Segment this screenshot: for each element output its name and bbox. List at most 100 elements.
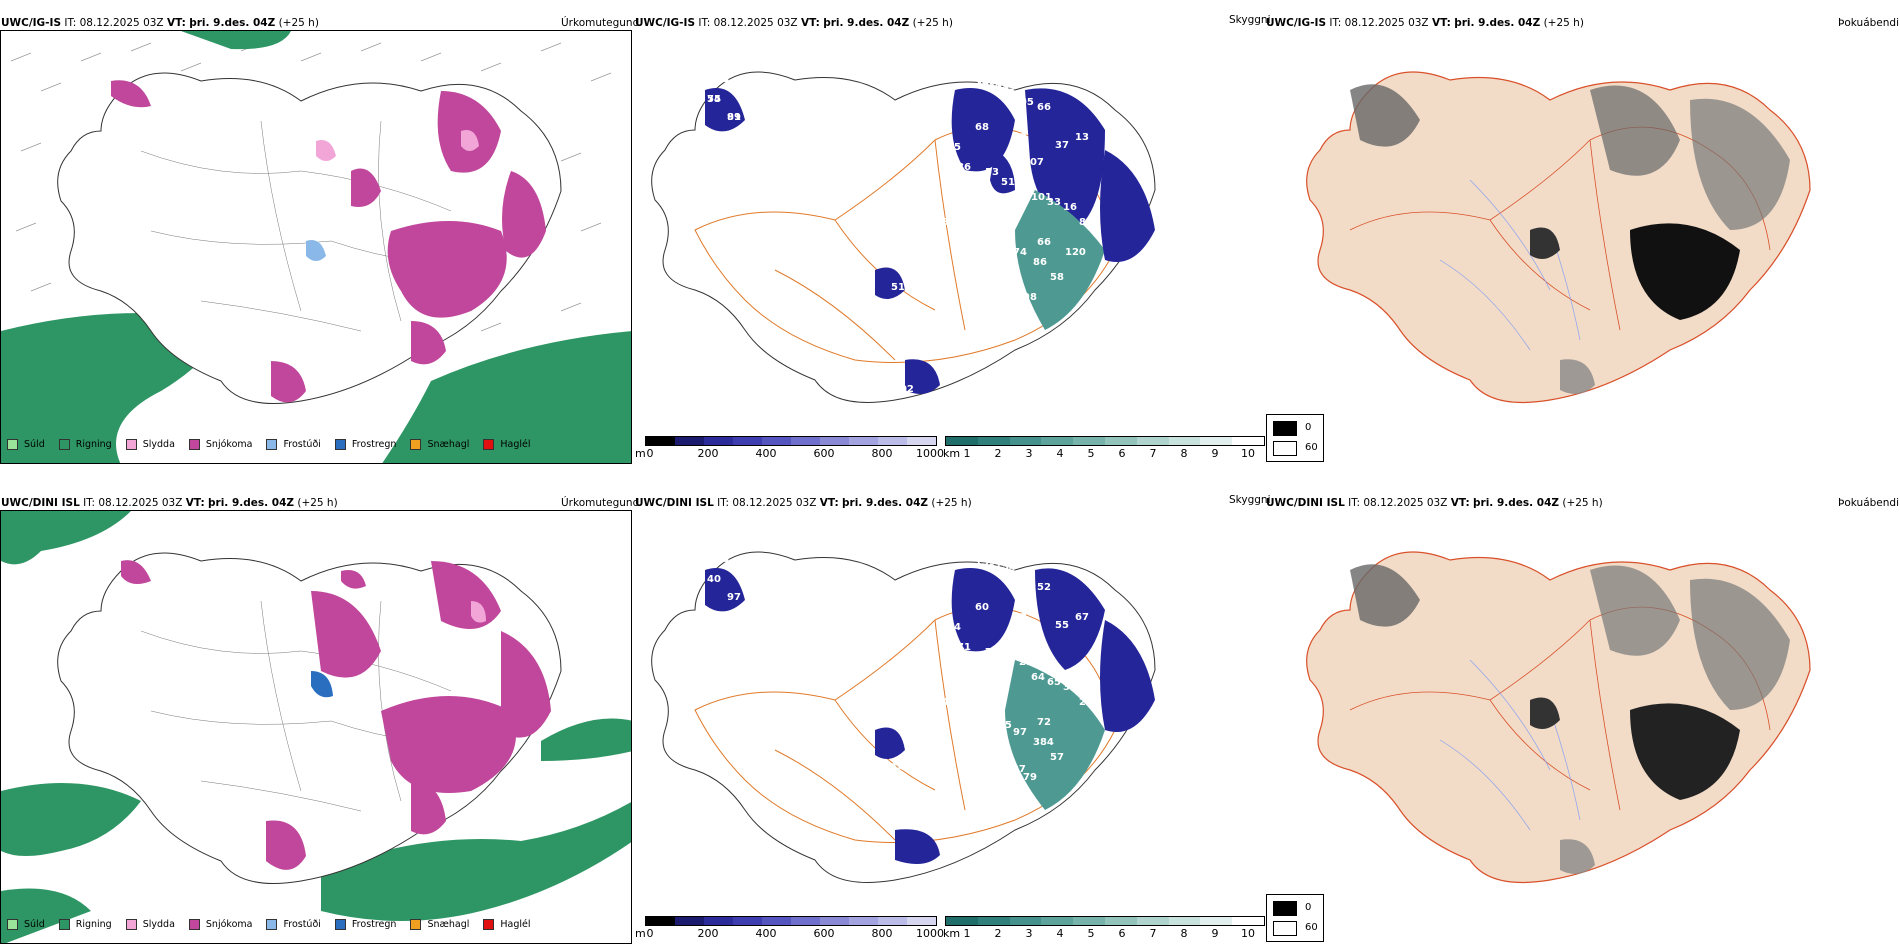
legend-label: Snjókoma — [205, 919, 253, 930]
visibility-colorbar-2 — [945, 916, 1265, 926]
model-name: UWC/DINI ISL — [1266, 497, 1345, 509]
ceiling-tick: 200 — [697, 927, 719, 940]
vt-label: VT: — [800, 17, 820, 29]
ceiling-value-label: 155 — [1013, 97, 1034, 108]
ceiling-value-label: 91 — [727, 112, 741, 123]
title-precip-type-1: Úrkomutegund — [561, 17, 640, 29]
ceiling-value-label: 175 — [991, 720, 1012, 731]
title-visibility-1: Skyggni — [1229, 14, 1271, 26]
ceiling-tick: 600 — [813, 927, 835, 940]
vis-bin — [1232, 437, 1264, 445]
ceiling-bin — [704, 437, 733, 445]
ceiling-value-label: 65 — [1047, 677, 1061, 688]
ceiling-value-label: 33 — [975, 77, 989, 88]
vt-value: þri. 9.des. 04Z — [1454, 17, 1541, 29]
legend-label: Súld — [24, 439, 45, 450]
legend-swatch — [266, 919, 278, 930]
it-value: 08.12.2025 03Z — [79, 17, 164, 29]
vis-bin — [1041, 917, 1074, 925]
ceiling-value-label: 52 — [1037, 582, 1051, 593]
vis-bin — [1136, 917, 1169, 925]
vis-bin — [946, 437, 978, 445]
ceiling-value-label: 92 — [1013, 612, 1027, 623]
ceiling-value-label: 68 — [975, 122, 989, 133]
title-fog-1: Þokuábendi — [1838, 17, 1899, 29]
ceiling-value-label: 62 — [915, 395, 929, 406]
legend-swatch — [188, 919, 200, 930]
ceiling-value-label: 147 — [971, 237, 992, 248]
ceiling-value-label: 51 — [891, 282, 905, 293]
it-value: 08.12.2025 03Z — [1363, 497, 1448, 509]
legend-swatch — [483, 439, 495, 450]
ceiling-value-label: 384 — [1033, 737, 1054, 748]
legend-item-snow-pellets: Snæhagl — [410, 439, 469, 450]
ceiling-tick: 800 — [871, 447, 893, 460]
ceiling-bin — [791, 437, 820, 445]
ceiling-colorbar-1 — [645, 436, 937, 446]
legend-label: Snæhagl — [427, 919, 470, 930]
ceiling-bin — [791, 917, 820, 925]
vis-tick: 6 — [1118, 927, 1126, 940]
precip-map-graphics — [1, 31, 631, 463]
vis-bin — [1232, 917, 1264, 925]
legend-label: Slydda — [142, 919, 175, 930]
legend-swatch — [58, 919, 70, 930]
vis-bin — [1041, 437, 1074, 445]
ceiling-value-label: 75 — [985, 647, 999, 658]
vis-tick: 1 — [963, 447, 971, 460]
ceiling-value-label: 13 — [991, 240, 1005, 251]
lead-time: (+25 h) — [912, 17, 953, 29]
header-fog-2: UWC/DINI ISL IT: 08.12.2025 03Z VT: þri.… — [1266, 497, 1603, 509]
ceiling-bin — [675, 917, 704, 925]
ceiling-bin — [646, 917, 675, 925]
model-name: UWC/IG-IS — [1, 17, 62, 29]
ceiling-value-label: 13 — [1075, 132, 1089, 143]
legend-item-hail: Haglél — [483, 919, 531, 930]
ceiling-value-label: 50 — [963, 187, 977, 198]
ceiling-tick: 600 — [813, 447, 835, 460]
vt-value: þri. 9.des. 04Z — [208, 497, 294, 509]
ceiling-value-label: 144 — [891, 762, 912, 773]
vis-tick: 10 — [1241, 447, 1255, 460]
ceiling-value-label: 101 — [1031, 192, 1052, 203]
vt-value: þri. 9.des. 04Z — [842, 497, 928, 509]
lead-time: (+25 h) — [931, 497, 972, 509]
ceiling-value-label: 25 — [1019, 657, 1033, 668]
ceiling-bin — [820, 437, 849, 445]
ceiling-value-label: 183 — [995, 82, 1016, 93]
model-name: UWC/DINI ISL — [635, 497, 714, 509]
it-value: 08.12.2025 03Z — [1344, 17, 1429, 29]
ceiling-value-label: 39 — [1013, 97, 1027, 108]
vis-bin — [1073, 437, 1105, 445]
vis-tick: 7 — [1149, 447, 1157, 460]
vis-bin — [977, 917, 1010, 925]
legend-item-drizzle: Súld — [7, 919, 45, 930]
ceiling-value-label: 89 — [1019, 177, 1033, 188]
legend-swatch — [410, 919, 422, 930]
ceiling-value-label: 16 — [1063, 202, 1077, 213]
vt-label: VT: — [1450, 497, 1470, 509]
ceiling-value-label: 76 — [985, 792, 999, 803]
ceiling-bin — [762, 917, 791, 925]
ceiling-bin — [849, 917, 878, 925]
vt-value: þri. 9.des. 04Z — [189, 17, 276, 29]
fog-swatch-light — [1273, 441, 1297, 456]
model-name: UWC/DINI ISL — [1, 497, 80, 509]
fog-legend-2: 0 60 — [1266, 894, 1324, 942]
fog-swatch-dark — [1273, 421, 1297, 436]
ceiling-value-label: 33 — [1047, 197, 1061, 208]
ceiling-value-label: 154 — [995, 562, 1016, 573]
legend-label: Rigning — [75, 439, 112, 450]
ceiling-value-label: 66 — [1037, 102, 1051, 113]
ceiling-value-label: 67 — [1075, 612, 1089, 623]
map-precip-type-1: Súld Rigning Slydda Snjókoma Frostúði Fr… — [0, 30, 632, 464]
vt-value: þri. 9.des. 04Z — [823, 17, 910, 29]
ceiling-bin — [907, 917, 936, 925]
ceiling-value-label: 53 — [743, 92, 757, 103]
ceiling-value-label: 79 — [1023, 772, 1037, 783]
legend-swatch — [334, 439, 346, 450]
vis-bin — [977, 437, 1010, 445]
ceiling-value-label: 102 — [915, 875, 936, 886]
ceiling-value-label: 44 — [947, 622, 961, 633]
ceiling-value-label: 55 — [947, 142, 961, 153]
